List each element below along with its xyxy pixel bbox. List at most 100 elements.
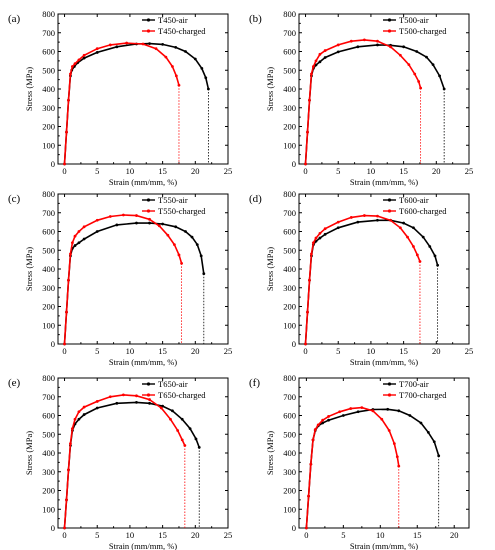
x-tick-label: 0 — [303, 166, 307, 176]
data-point — [184, 230, 187, 233]
data-point — [311, 65, 315, 68]
data-point — [428, 245, 432, 248]
data-point — [397, 409, 401, 413]
data-point — [121, 213, 125, 217]
data-point — [356, 45, 360, 49]
data-point — [389, 218, 392, 222]
legend-marker — [146, 29, 151, 33]
data-point — [304, 342, 307, 346]
legend-marker — [387, 393, 392, 397]
x-tick-label: 25 — [224, 346, 233, 356]
data-point — [197, 445, 201, 449]
x-tick-label: 20 — [432, 166, 441, 176]
data-point — [70, 65, 74, 68]
data-point — [141, 42, 145, 46]
data-point — [362, 214, 366, 217]
data-point — [336, 43, 340, 47]
data-point — [316, 423, 320, 427]
x-tick-label: 25 — [224, 530, 233, 540]
data-point — [82, 56, 86, 60]
data-point — [318, 236, 322, 240]
data-point — [135, 394, 138, 398]
legend-marker — [387, 29, 392, 33]
series-line — [63, 42, 180, 165]
y-axis-title: Stress (MPa) — [24, 431, 34, 475]
legend-label: T650-air — [158, 379, 188, 389]
data-point — [412, 226, 415, 230]
y-tick-label: 800 — [42, 9, 55, 19]
y-axis-title: Stress (MPa) — [24, 247, 34, 291]
plot-frame — [57, 377, 229, 529]
panel-label: (c) — [8, 193, 21, 205]
legend-marker — [146, 393, 151, 397]
y-tick-label: 400 — [283, 84, 296, 94]
data-point — [421, 235, 425, 239]
y-tick-label: 700 — [42, 28, 55, 38]
x-tick-label: 0 — [304, 530, 308, 540]
data-point — [206, 87, 210, 91]
data-point — [321, 421, 325, 425]
y-tick-label: 300 — [42, 283, 55, 293]
data-point — [371, 409, 375, 413]
legend-marker — [387, 209, 392, 213]
x-tick-label: 10 — [126, 346, 135, 356]
y-tick-label: 300 — [283, 103, 296, 113]
data-point — [157, 224, 161, 228]
data-point — [200, 66, 204, 70]
data-point — [154, 47, 158, 51]
panel-label: (e) — [8, 377, 21, 389]
legend-label: T600-air — [399, 195, 429, 205]
data-point — [195, 243, 199, 247]
data-point — [426, 430, 430, 434]
series-line — [305, 408, 440, 529]
data-point — [398, 226, 402, 230]
y-tick-label: 500 — [283, 429, 296, 439]
data-point — [184, 50, 187, 53]
y-tick-label: 200 — [283, 302, 296, 312]
data-point — [310, 72, 313, 76]
data-point — [311, 438, 315, 442]
y-tick-label: 300 — [283, 283, 296, 293]
data-point — [95, 406, 99, 410]
data-point — [77, 417, 81, 421]
data-point — [171, 409, 174, 413]
data-point — [309, 462, 313, 466]
data-point — [166, 233, 170, 237]
y-tick-label: 700 — [283, 392, 296, 402]
data-point — [376, 218, 379, 222]
y-tick-label: 800 — [283, 373, 296, 383]
y-tick-label: 400 — [42, 264, 55, 274]
data-point — [183, 444, 187, 447]
y-axis-title: Stress (MPa) — [265, 247, 275, 291]
data-point — [161, 42, 165, 46]
data-point — [148, 221, 151, 225]
data-point — [73, 417, 77, 421]
data-point — [360, 406, 364, 410]
data-point — [349, 39, 353, 43]
y-tick-label: 100 — [283, 320, 296, 330]
data-point — [338, 410, 342, 414]
x-tick-label: 25 — [224, 166, 233, 176]
y-tick-label: 300 — [42, 467, 55, 477]
legend-marker — [387, 382, 392, 386]
y-tick-label: 0 — [51, 159, 55, 169]
y-tick-label: 300 — [42, 103, 55, 113]
data-point — [437, 454, 441, 458]
y-tick-label: 200 — [42, 122, 55, 132]
data-point — [327, 418, 330, 422]
series-line — [63, 214, 183, 345]
data-point — [188, 427, 192, 431]
series-line — [63, 401, 200, 529]
data-point — [389, 45, 392, 49]
y-tick-label: 700 — [42, 208, 55, 218]
data-point — [95, 400, 99, 403]
data-point — [174, 225, 178, 229]
data-point — [108, 395, 112, 399]
data-point — [177, 83, 181, 87]
data-point — [323, 49, 327, 52]
data-point — [70, 241, 74, 245]
y-tick-label: 600 — [283, 227, 296, 237]
series-line — [304, 214, 421, 345]
panel-label: (d) — [249, 193, 262, 205]
y-tick-label: 200 — [42, 486, 55, 496]
